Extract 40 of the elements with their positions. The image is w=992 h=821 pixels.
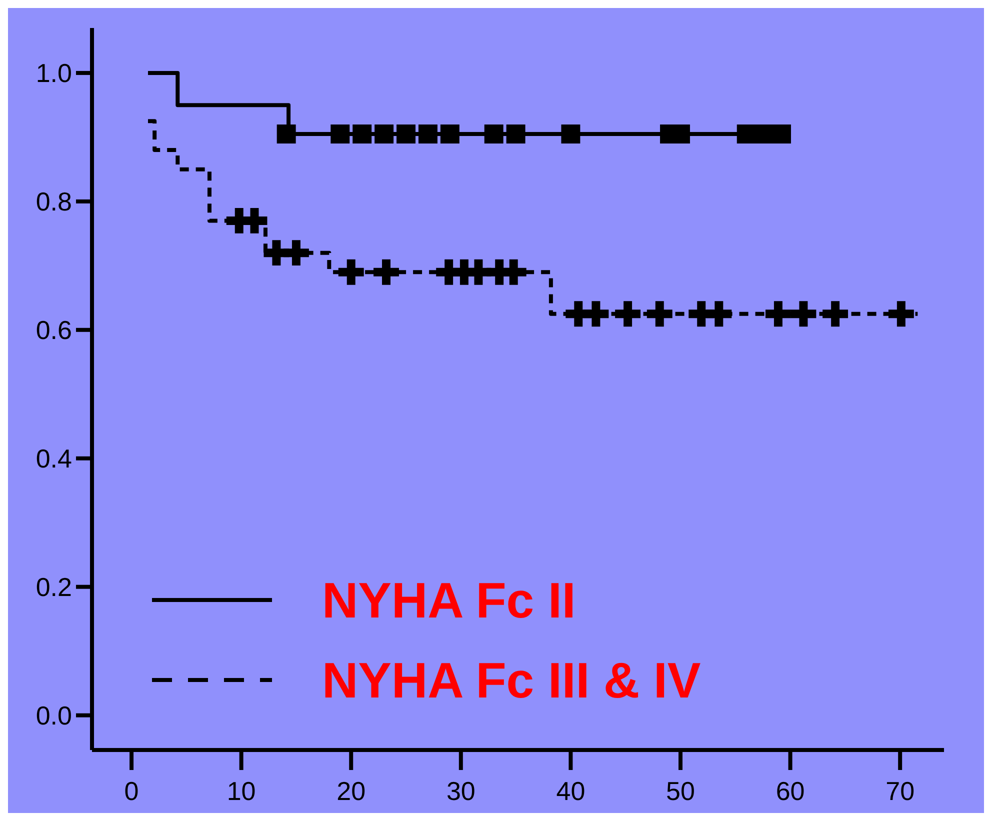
- legend-label: NYHA Fc III & IV: [322, 652, 702, 708]
- point: [418, 124, 438, 144]
- point: [754, 124, 774, 144]
- point: [772, 124, 791, 144]
- legend-label: NYHA Fc II: [322, 572, 576, 628]
- x-tick-label: 40: [556, 776, 586, 806]
- point: [736, 124, 756, 144]
- y-tick-label: 0.2: [36, 572, 72, 602]
- point: [888, 301, 914, 327]
- point: [615, 301, 641, 327]
- x-tick-label: 50: [666, 776, 695, 806]
- point: [790, 301, 816, 327]
- point: [484, 124, 504, 144]
- x-tick-label: 60: [776, 776, 805, 806]
- y-tick-label: 0.8: [36, 186, 72, 217]
- point: [330, 124, 350, 144]
- point: [765, 301, 791, 327]
- x-tick-label: 70: [886, 776, 915, 806]
- y-tick-label: 1.0: [36, 58, 72, 88]
- point: [646, 301, 672, 327]
- point: [561, 124, 580, 144]
- point: [338, 259, 364, 285]
- point: [396, 124, 416, 144]
- point: [374, 259, 399, 285]
- point: [276, 124, 296, 144]
- y-tick-label: 0.6: [36, 315, 72, 346]
- point: [374, 124, 394, 144]
- y-tick-label: 0.0: [36, 700, 72, 730]
- y-tick-label: 0.4: [36, 443, 72, 474]
- point: [822, 301, 848, 327]
- x-tick-label: 20: [336, 776, 366, 806]
- point: [283, 240, 309, 266]
- x-tick-label: 0: [124, 776, 139, 806]
- x-tick-label: 30: [446, 776, 476, 806]
- point: [583, 301, 609, 327]
- x-tick-label: 10: [226, 776, 256, 806]
- point: [706, 301, 732, 327]
- point: [440, 124, 460, 144]
- point: [506, 124, 526, 144]
- point: [352, 124, 372, 144]
